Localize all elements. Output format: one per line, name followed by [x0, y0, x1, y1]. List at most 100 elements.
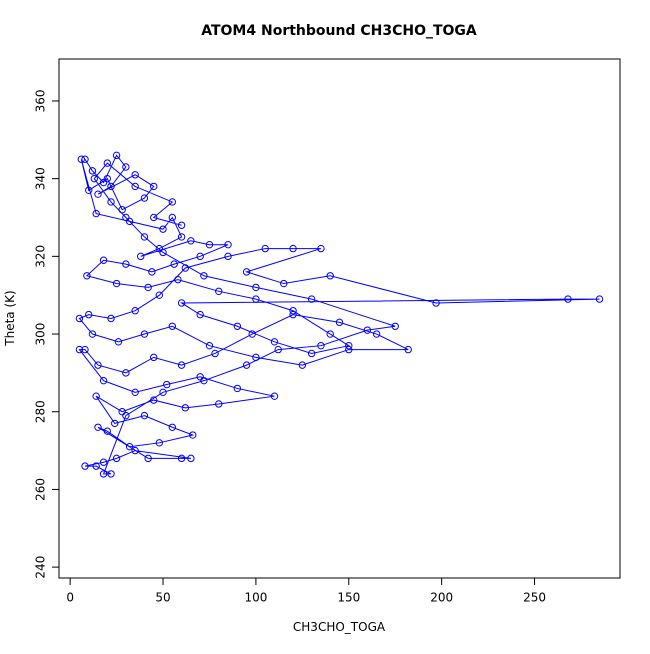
data-point: [99, 376, 108, 385]
data-point: [317, 244, 325, 253]
data-point: [140, 233, 149, 241]
y-axis-label: Theta (K): [3, 290, 17, 346]
data-point: [85, 310, 93, 319]
data-point: [196, 310, 204, 319]
data-point: [177, 233, 186, 241]
data-point: [155, 244, 164, 253]
data-point: [148, 268, 156, 276]
data-point: [163, 380, 171, 389]
data-point: [90, 174, 98, 183]
data-point: [205, 341, 214, 350]
data-point: [289, 310, 297, 319]
y-tick-label: 320: [34, 245, 48, 268]
data-point: [155, 439, 164, 447]
data-point: [103, 159, 111, 167]
data-point: [174, 275, 182, 284]
data-point: [363, 326, 372, 334]
x-tick-label: 150: [337, 591, 360, 605]
data-point: [564, 295, 572, 303]
data-line: [78, 154, 600, 475]
data-point: [140, 330, 149, 338]
data-point: [200, 376, 208, 385]
data-point: [317, 341, 325, 350]
data-point: [326, 330, 334, 338]
data-point: [99, 470, 108, 478]
data-point: [261, 244, 269, 253]
data-point: [107, 314, 115, 323]
data-point: [252, 283, 260, 292]
data-point: [75, 314, 84, 323]
data-point: [94, 190, 102, 198]
y-tick-label: 240: [34, 556, 48, 579]
data-point: [289, 307, 297, 315]
data-point: [307, 295, 316, 303]
data-point: [131, 446, 139, 455]
data-point: [345, 341, 353, 350]
data-point: [248, 330, 256, 338]
data-point: [270, 392, 279, 400]
data-point: [170, 260, 178, 268]
data-point: [122, 163, 130, 171]
data-point: [307, 349, 316, 358]
data-point: [140, 194, 149, 202]
y-tick-label: 280: [34, 400, 48, 423]
data-point: [77, 155, 85, 163]
data-point: [224, 252, 232, 261]
data-point: [122, 369, 130, 377]
data-point: [372, 330, 381, 338]
data-point: [131, 388, 139, 397]
data-point: [94, 361, 102, 369]
data-point: [196, 373, 204, 381]
data-point: [118, 206, 126, 214]
data-point: [595, 295, 604, 303]
data-point: [122, 411, 130, 420]
data-point: [99, 458, 108, 466]
data-point: [85, 186, 93, 195]
data-point: [92, 462, 100, 470]
data-point: [168, 322, 177, 330]
data-point: [252, 295, 260, 303]
data-point: [224, 240, 232, 249]
data-point: [140, 411, 149, 420]
y-tick-label: 260: [34, 478, 48, 501]
data-point: [289, 244, 297, 253]
data-point: [103, 174, 111, 183]
data-point: [252, 353, 260, 362]
data-point: [144, 454, 152, 463]
data-point: [83, 272, 91, 280]
data-point: [150, 182, 158, 191]
data-point: [215, 287, 223, 296]
data-point: [103, 427, 111, 435]
data-point: [242, 361, 251, 369]
data-point: [107, 470, 115, 478]
data-point: [122, 260, 130, 268]
data-point: [125, 442, 134, 451]
data-point: [187, 454, 195, 463]
data-point: [144, 283, 152, 292]
y-tick-label: 360: [34, 90, 48, 113]
data-point: [99, 178, 108, 187]
x-tick-label: 50: [155, 591, 170, 605]
data-point: [326, 272, 334, 280]
y-tick-label: 300: [34, 323, 48, 346]
data-point: [298, 361, 307, 369]
data-point: [75, 345, 84, 354]
data-point: [107, 182, 115, 191]
data-point: [81, 462, 89, 470]
data-point: [122, 213, 130, 222]
data-point: [114, 338, 123, 346]
data-point: [181, 404, 190, 412]
data-point: [168, 423, 177, 431]
data-point: [150, 213, 158, 222]
data-point: [159, 388, 167, 397]
data-point: [94, 423, 102, 431]
data-point: [335, 318, 344, 327]
data-point: [168, 198, 177, 206]
data-point: [270, 338, 279, 346]
data-point: [345, 345, 353, 354]
data-point: [92, 209, 100, 218]
x-axis-label: CH3CHO_TOGA: [293, 620, 386, 634]
data-point: [112, 279, 121, 288]
data-point: [111, 419, 119, 428]
